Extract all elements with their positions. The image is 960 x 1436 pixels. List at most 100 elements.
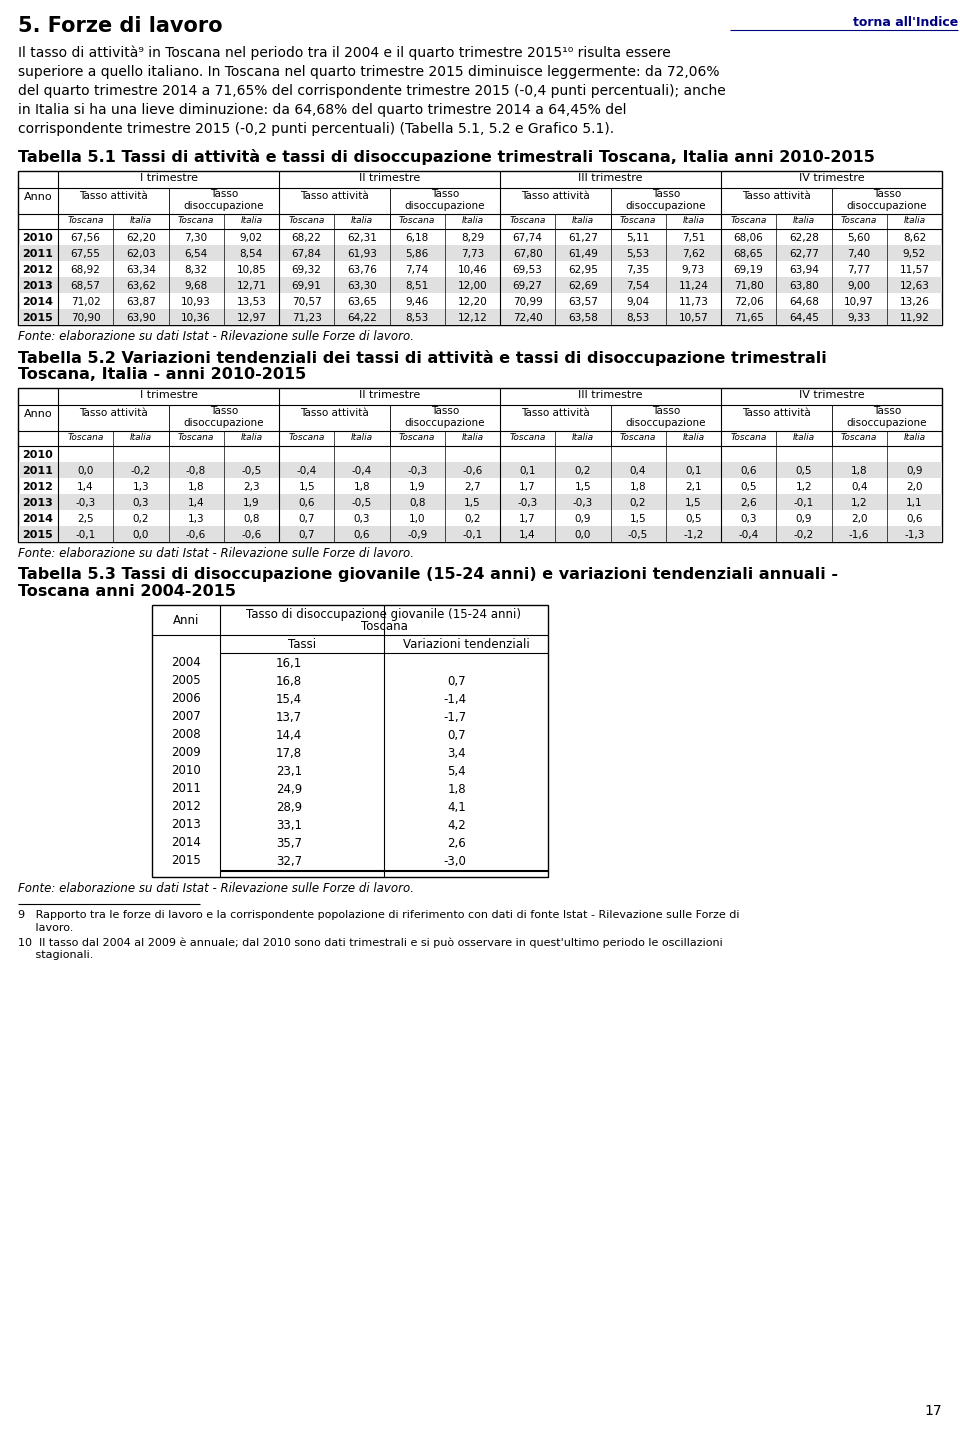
Bar bbox=[18, 388, 942, 541]
Text: Anno: Anno bbox=[24, 192, 52, 202]
Text: Anno: Anno bbox=[24, 409, 52, 419]
Text: -0,5: -0,5 bbox=[241, 467, 261, 475]
Text: 64,22: 64,22 bbox=[347, 313, 377, 323]
Text: Toscana: Toscana bbox=[67, 215, 104, 225]
Text: 1,5: 1,5 bbox=[299, 482, 315, 493]
Text: 5,60: 5,60 bbox=[848, 233, 871, 243]
Text: 17: 17 bbox=[924, 1404, 942, 1417]
Text: 5,11: 5,11 bbox=[627, 233, 650, 243]
Text: Tabella 5.1 Tassi di attività e tassi di disoccupazione trimestrali Toscana, Ita: Tabella 5.1 Tassi di attività e tassi di… bbox=[18, 149, 875, 165]
Text: -0,6: -0,6 bbox=[241, 530, 261, 540]
Text: 0,2: 0,2 bbox=[464, 514, 481, 524]
Text: 7,77: 7,77 bbox=[848, 266, 871, 276]
Text: 11,73: 11,73 bbox=[679, 297, 708, 307]
Text: 68,65: 68,65 bbox=[733, 248, 763, 258]
Text: 1,2: 1,2 bbox=[851, 498, 868, 508]
Text: 70,57: 70,57 bbox=[292, 297, 322, 307]
Text: 10  Il tasso dal 2004 al 2009 è annuale; dal 2010 sono dati trimestrali e si può: 10 Il tasso dal 2004 al 2009 è annuale; … bbox=[18, 938, 723, 948]
Text: 67,84: 67,84 bbox=[292, 248, 322, 258]
Text: Italia: Italia bbox=[462, 434, 484, 442]
Text: 13,7: 13,7 bbox=[276, 711, 302, 724]
Text: 71,23: 71,23 bbox=[292, 313, 322, 323]
Text: Italia: Italia bbox=[683, 434, 705, 442]
Text: Tasso attività: Tasso attività bbox=[79, 191, 148, 201]
Text: 2010: 2010 bbox=[22, 449, 53, 460]
Text: Variazioni tendenziali: Variazioni tendenziali bbox=[402, 639, 529, 652]
Text: 64,45: 64,45 bbox=[789, 313, 819, 323]
Text: 2015: 2015 bbox=[22, 530, 53, 540]
Text: Tasso attività: Tasso attività bbox=[742, 408, 810, 418]
Text: 14,4: 14,4 bbox=[276, 728, 302, 741]
Text: 61,49: 61,49 bbox=[568, 248, 598, 258]
Text: -1,4: -1,4 bbox=[443, 692, 466, 705]
Text: 0,8: 0,8 bbox=[243, 514, 259, 524]
Text: 12,20: 12,20 bbox=[458, 297, 488, 307]
Text: 8,29: 8,29 bbox=[461, 233, 484, 243]
Text: -0,6: -0,6 bbox=[463, 467, 483, 475]
Text: 2011: 2011 bbox=[22, 467, 53, 475]
Text: 71,65: 71,65 bbox=[733, 313, 763, 323]
Text: 2014: 2014 bbox=[171, 837, 201, 850]
Text: -0,8: -0,8 bbox=[186, 467, 206, 475]
Text: Tasso attività: Tasso attività bbox=[300, 191, 369, 201]
Text: 8,62: 8,62 bbox=[902, 233, 926, 243]
Text: 0,8: 0,8 bbox=[409, 498, 425, 508]
Text: -0,3: -0,3 bbox=[76, 498, 96, 508]
Text: Tasso
disoccupazione: Tasso disoccupazione bbox=[404, 406, 485, 428]
Text: 63,62: 63,62 bbox=[126, 281, 156, 292]
Text: del quarto trimestre 2014 a 71,65% del corrispondente trimestre 2015 (-0,4 punti: del quarto trimestre 2014 a 71,65% del c… bbox=[18, 83, 726, 98]
Text: 9,02: 9,02 bbox=[240, 233, 263, 243]
Text: 63,87: 63,87 bbox=[126, 297, 156, 307]
Text: Fonte: elaborazione su dati Istat - Rilevazione sulle Forze di lavoro.: Fonte: elaborazione su dati Istat - Rile… bbox=[18, 330, 414, 343]
Text: 1,8: 1,8 bbox=[851, 467, 868, 475]
Text: 8,51: 8,51 bbox=[405, 281, 429, 292]
Text: Toscana: Toscana bbox=[288, 215, 324, 225]
Bar bbox=[18, 171, 942, 325]
Text: -0,1: -0,1 bbox=[463, 530, 483, 540]
Text: 62,20: 62,20 bbox=[126, 233, 156, 243]
Text: 2,0: 2,0 bbox=[906, 482, 923, 493]
Bar bbox=[18, 462, 942, 478]
Text: 1,8: 1,8 bbox=[353, 482, 371, 493]
Text: 9,33: 9,33 bbox=[848, 313, 871, 323]
Text: 1,8: 1,8 bbox=[188, 482, 204, 493]
Text: Italia: Italia bbox=[572, 215, 594, 225]
Text: 2013: 2013 bbox=[22, 281, 53, 292]
Text: 63,58: 63,58 bbox=[568, 313, 598, 323]
Text: 2,0: 2,0 bbox=[851, 514, 868, 524]
Text: 0,9: 0,9 bbox=[906, 467, 923, 475]
Text: corrispondente trimestre 2015 (-0,2 punti percentuali) (Tabella 5.1, 5.2 e Grafi: corrispondente trimestre 2015 (-0,2 punt… bbox=[18, 122, 614, 136]
Text: Tasso
disoccupazione: Tasso disoccupazione bbox=[626, 406, 706, 428]
Text: 11,24: 11,24 bbox=[679, 281, 708, 292]
Text: stagionali.: stagionali. bbox=[18, 951, 93, 961]
Text: 12,63: 12,63 bbox=[900, 281, 929, 292]
Text: 61,93: 61,93 bbox=[347, 248, 377, 258]
Text: -0,4: -0,4 bbox=[297, 467, 317, 475]
Text: 0,4: 0,4 bbox=[630, 467, 646, 475]
Text: -0,4: -0,4 bbox=[738, 530, 758, 540]
Text: 7,51: 7,51 bbox=[682, 233, 705, 243]
Text: 8,53: 8,53 bbox=[627, 313, 650, 323]
Text: Italia: Italia bbox=[903, 215, 925, 225]
Text: Tasso
disoccupazione: Tasso disoccupazione bbox=[847, 406, 927, 428]
Text: Tabella 5.3 Tassi di disoccupazione giovanile (15-24 anni) e variazioni tendenzi: Tabella 5.3 Tassi di disoccupazione giov… bbox=[18, 567, 838, 582]
Text: -1,3: -1,3 bbox=[904, 530, 924, 540]
Text: Toscana: Toscana bbox=[841, 215, 877, 225]
Text: 2015: 2015 bbox=[171, 854, 201, 867]
Text: 68,92: 68,92 bbox=[71, 266, 101, 276]
Text: 1,5: 1,5 bbox=[575, 482, 591, 493]
Text: Tasso
disoccupazione: Tasso disoccupazione bbox=[847, 190, 927, 211]
Text: 32,7: 32,7 bbox=[276, 854, 302, 867]
Text: 9,73: 9,73 bbox=[682, 266, 705, 276]
Text: Toscana: Toscana bbox=[510, 215, 546, 225]
Text: 7,30: 7,30 bbox=[184, 233, 207, 243]
Text: 1,8: 1,8 bbox=[447, 783, 466, 796]
Text: Italia: Italia bbox=[350, 215, 372, 225]
Text: lavoro.: lavoro. bbox=[18, 923, 73, 933]
Text: 0,1: 0,1 bbox=[519, 467, 536, 475]
Text: 0,6: 0,6 bbox=[906, 514, 923, 524]
Text: Toscana: Toscana bbox=[510, 434, 546, 442]
Text: 2007: 2007 bbox=[171, 711, 201, 724]
Text: Toscana: Toscana bbox=[731, 434, 767, 442]
Text: Italia: Italia bbox=[240, 215, 262, 225]
